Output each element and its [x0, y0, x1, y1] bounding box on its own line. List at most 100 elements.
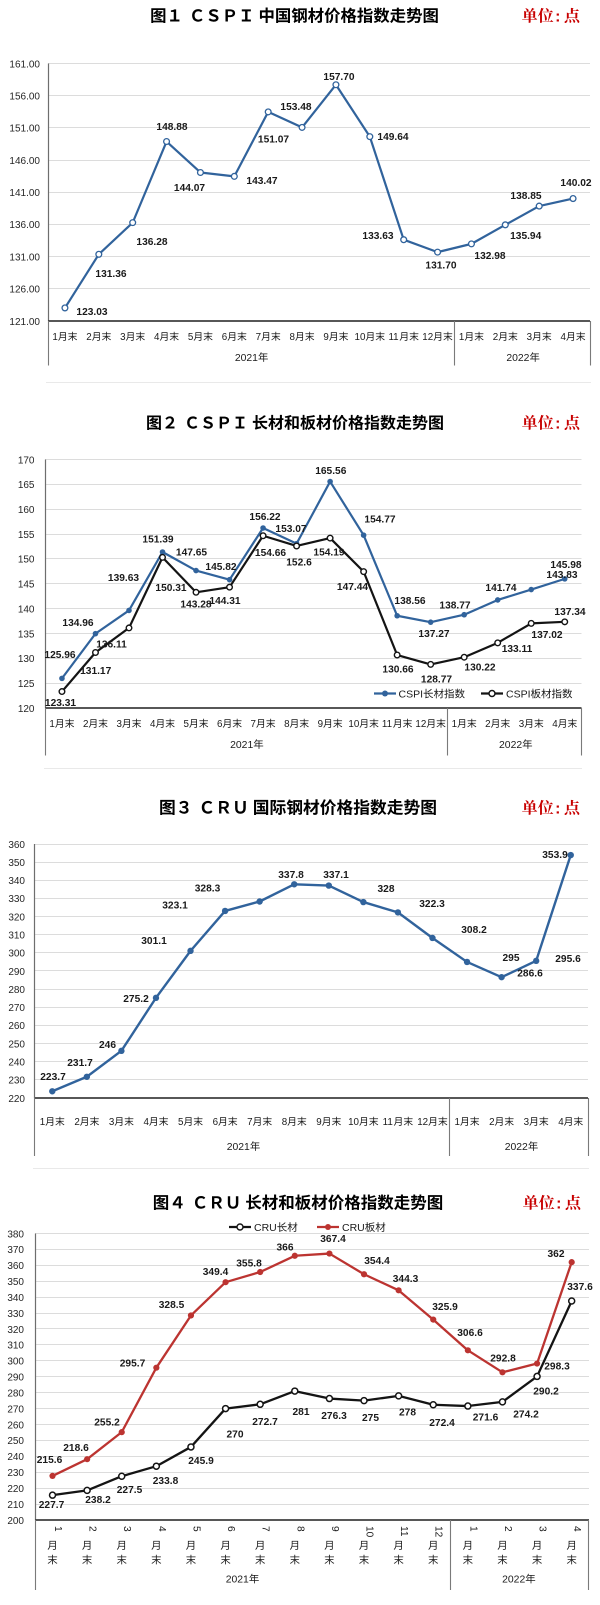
svg-text:3: 3 — [116, 719, 122, 730]
svg-text:301.1: 301.1 — [141, 936, 167, 947]
svg-text:8: 8 — [284, 719, 290, 730]
svg-text:2: 2 — [493, 332, 498, 343]
svg-text:CSPI: CSPI — [506, 689, 531, 701]
svg-text:4: 4 — [150, 719, 156, 730]
svg-text:123.31: 123.31 — [45, 698, 76, 709]
svg-text:147.65: 147.65 — [176, 548, 207, 559]
svg-text:125.96: 125.96 — [44, 650, 75, 661]
svg-text:270: 270 — [7, 1404, 24, 1415]
svg-text:5: 5 — [178, 1117, 184, 1128]
svg-text:245.9: 245.9 — [188, 1456, 214, 1467]
svg-text:132.98: 132.98 — [474, 251, 505, 262]
svg-text:143.28: 143.28 — [180, 600, 211, 611]
svg-text:133.11: 133.11 — [502, 644, 533, 655]
svg-text:272.4: 272.4 — [429, 1418, 455, 1429]
svg-text:157.70: 157.70 — [323, 72, 354, 83]
svg-text:340: 340 — [7, 1293, 24, 1304]
svg-text:362: 362 — [548, 1249, 565, 1260]
svg-text:3: 3 — [537, 1526, 548, 1532]
svg-text:2022: 2022 — [505, 1142, 528, 1153]
svg-text:4: 4 — [558, 1117, 564, 1128]
svg-text:218.6: 218.6 — [63, 1443, 89, 1454]
svg-text:360: 360 — [8, 840, 25, 851]
svg-text:7: 7 — [251, 719, 256, 730]
svg-text:4: 4 — [552, 719, 558, 730]
svg-text:140.02: 140.02 — [560, 178, 591, 189]
svg-text:300: 300 — [8, 949, 25, 960]
svg-text:360: 360 — [7, 1261, 24, 1272]
svg-text:143.83: 143.83 — [546, 570, 577, 581]
svg-text:145.98: 145.98 — [550, 560, 581, 571]
svg-text:160: 160 — [18, 505, 35, 516]
svg-text:355.8: 355.8 — [236, 1259, 262, 1270]
svg-text:1: 1 — [455, 1117, 460, 1128]
svg-text:290.2: 290.2 — [533, 1387, 559, 1398]
svg-text:CRU: CRU — [254, 1222, 277, 1234]
svg-text:131.70: 131.70 — [425, 261, 456, 272]
svg-text:12: 12 — [422, 332, 433, 343]
svg-text:275.2: 275.2 — [123, 994, 149, 1005]
svg-text:136.28: 136.28 — [136, 237, 167, 248]
svg-text:4: 4 — [571, 1526, 582, 1532]
svg-text:2022: 2022 — [499, 740, 522, 751]
svg-text:147.44: 147.44 — [337, 582, 368, 593]
svg-text:320: 320 — [8, 912, 25, 923]
svg-text:322.3: 322.3 — [419, 899, 445, 910]
svg-text:2022: 2022 — [502, 1575, 525, 1586]
svg-text:2021: 2021 — [230, 740, 253, 751]
svg-text:272.7: 272.7 — [252, 1417, 278, 1428]
svg-text:155: 155 — [18, 530, 35, 541]
svg-text:270: 270 — [227, 1430, 244, 1441]
svg-text:2021: 2021 — [226, 1575, 249, 1586]
svg-text:3: 3 — [519, 719, 525, 730]
svg-text:231.7: 231.7 — [67, 1058, 93, 1069]
svg-text:240: 240 — [8, 1058, 25, 1069]
svg-text:138.85: 138.85 — [510, 191, 541, 202]
svg-text:278: 278 — [399, 1408, 416, 1419]
svg-text:11: 11 — [398, 1526, 409, 1537]
svg-text:227.5: 227.5 — [117, 1485, 143, 1496]
svg-text:130.22: 130.22 — [464, 663, 495, 674]
svg-text:1: 1 — [49, 719, 54, 730]
svg-text:220: 220 — [7, 1484, 24, 1495]
svg-text:337.8: 337.8 — [278, 870, 304, 881]
svg-text:3: 3 — [120, 332, 126, 343]
svg-text:2: 2 — [485, 719, 490, 730]
svg-text:120: 120 — [18, 704, 35, 715]
svg-text:280: 280 — [7, 1388, 24, 1399]
svg-text:11: 11 — [383, 1117, 393, 1128]
svg-text:12: 12 — [415, 719, 426, 730]
svg-text:320: 320 — [7, 1325, 24, 1336]
svg-text:255.2: 255.2 — [94, 1418, 120, 1429]
svg-text:4: 4 — [143, 1117, 149, 1128]
svg-text:260: 260 — [7, 1420, 24, 1431]
svg-text:275: 275 — [362, 1413, 379, 1424]
svg-text:10: 10 — [364, 1526, 375, 1538]
svg-text:8: 8 — [294, 1526, 305, 1532]
svg-text:308.2: 308.2 — [461, 925, 487, 936]
svg-text:145: 145 — [18, 580, 35, 591]
svg-text:337.1: 337.1 — [323, 870, 349, 881]
svg-text::: : — [555, 9, 560, 26]
svg-text:125: 125 — [18, 679, 35, 690]
svg-text:353.9: 353.9 — [542, 850, 568, 861]
svg-text:144.31: 144.31 — [209, 596, 240, 607]
svg-text:260: 260 — [8, 1021, 25, 1032]
svg-text:295.7: 295.7 — [120, 1359, 146, 1370]
svg-text:200: 200 — [7, 1516, 24, 1527]
svg-text:170: 170 — [18, 455, 35, 466]
svg-text:367.4: 367.4 — [320, 1234, 346, 1245]
svg-text:154.66: 154.66 — [255, 548, 286, 559]
svg-text::: : — [556, 1196, 561, 1213]
svg-text:131.00: 131.00 — [9, 252, 40, 263]
svg-text:323.1: 323.1 — [162, 901, 188, 912]
svg-text:233.8: 233.8 — [153, 1476, 179, 1487]
svg-text:290: 290 — [8, 967, 25, 978]
svg-text:298.3: 298.3 — [544, 1362, 570, 1373]
svg-text:1: 1 — [40, 1117, 45, 1128]
svg-text:300: 300 — [7, 1357, 24, 1368]
svg-text:150.31: 150.31 — [155, 583, 186, 594]
svg-text:121.00: 121.00 — [9, 317, 40, 328]
svg-text:138.56: 138.56 — [394, 596, 425, 607]
svg-text:140: 140 — [18, 604, 35, 615]
